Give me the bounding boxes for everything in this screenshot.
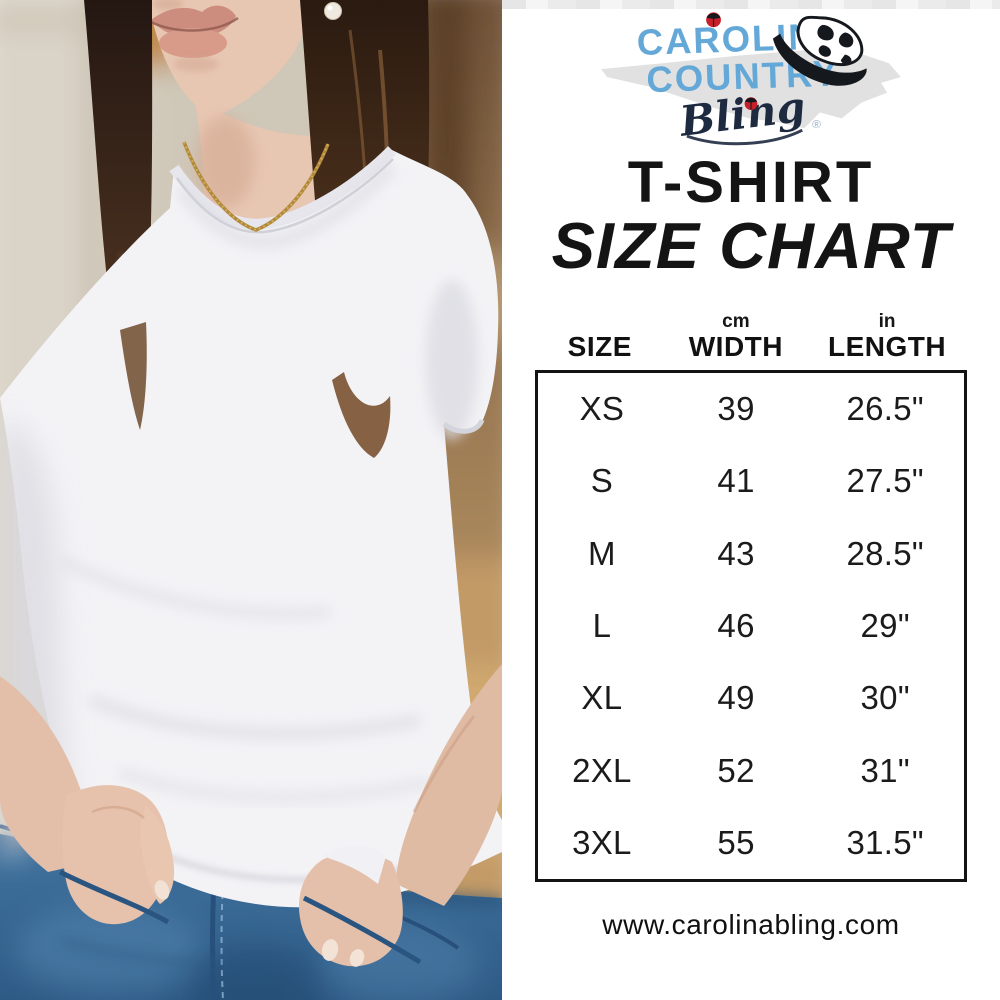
width-cell: 41 xyxy=(717,462,755,500)
registered-mark: ® xyxy=(812,117,821,131)
size-table-body: XS 39 26.5" S 41 27.5" M 43 28.5" L 46 xyxy=(535,369,967,882)
size-table: SIZE cm WIDTH in LENGTH XS 39 26.5" xyxy=(535,312,967,882)
cowboy-hat-icon xyxy=(772,15,867,86)
nc-map-silhouette xyxy=(601,47,901,129)
table-row: XS 39 26.5" xyxy=(538,373,964,445)
ladybug-icon xyxy=(706,12,721,28)
table-row: S 41 27.5" xyxy=(538,445,964,517)
width-cell: 55 xyxy=(717,823,755,861)
page-title-line1: T-SHIRT xyxy=(627,150,875,215)
length-cell: 26.5" xyxy=(846,390,924,428)
carolina-country-bling-logo: CAROLINA COUNTRY Bling ® xyxy=(601,12,901,146)
gold-necklace xyxy=(182,141,330,232)
length-cell: 29" xyxy=(860,606,910,644)
table-row: 3XL 55 31.5" xyxy=(538,807,964,879)
size-cell: XL xyxy=(581,679,623,717)
size-cell: M xyxy=(588,534,616,572)
table-row: M 43 28.5" xyxy=(538,518,964,590)
model-photo xyxy=(0,0,502,1000)
length-cell: 27.5" xyxy=(846,462,924,500)
width-unit: cm xyxy=(722,311,750,333)
arms-hands xyxy=(0,664,502,967)
width-column-label: WIDTH xyxy=(688,331,783,363)
website-url: www.carolinabling.com xyxy=(602,908,900,940)
top-edge-artifact xyxy=(502,0,1000,9)
width-cell: 49 xyxy=(717,679,755,717)
size-cell: XS xyxy=(579,390,625,428)
hair-tips xyxy=(120,322,391,458)
width-cell: 39 xyxy=(717,390,755,428)
table-row: 2XL 52 31" xyxy=(538,734,964,806)
width-cell: 52 xyxy=(717,751,755,789)
length-cell: 31.5" xyxy=(846,823,924,861)
length-column-label: LENGTH xyxy=(828,331,947,363)
model-photo-illustration xyxy=(0,0,502,1000)
width-cell: 46 xyxy=(717,606,755,644)
size-column-label: SIZE xyxy=(567,331,632,363)
table-row: L 46 29" xyxy=(538,590,964,662)
length-unit: in xyxy=(878,311,896,333)
width-cell: 43 xyxy=(717,534,755,572)
pearl-earring xyxy=(324,2,342,20)
size-cell: L xyxy=(592,606,612,644)
size-cell: 2XL xyxy=(572,751,632,789)
length-cell: 31" xyxy=(860,751,910,789)
size-table-header: SIZE cm WIDTH in LENGTH xyxy=(535,312,967,363)
table-row: XL 49 30" xyxy=(538,662,964,734)
size-cell: S xyxy=(590,462,614,500)
length-cell: 28.5" xyxy=(846,534,924,572)
size-chart-panel: CAROLINA COUNTRY Bling ® T-SHIRT xyxy=(502,0,1000,1000)
page-title-line2: SIZE CHART xyxy=(551,209,951,283)
ladybug-icon-small xyxy=(744,97,758,111)
size-cell: 3XL xyxy=(572,823,632,861)
length-cell: 30" xyxy=(860,679,910,717)
